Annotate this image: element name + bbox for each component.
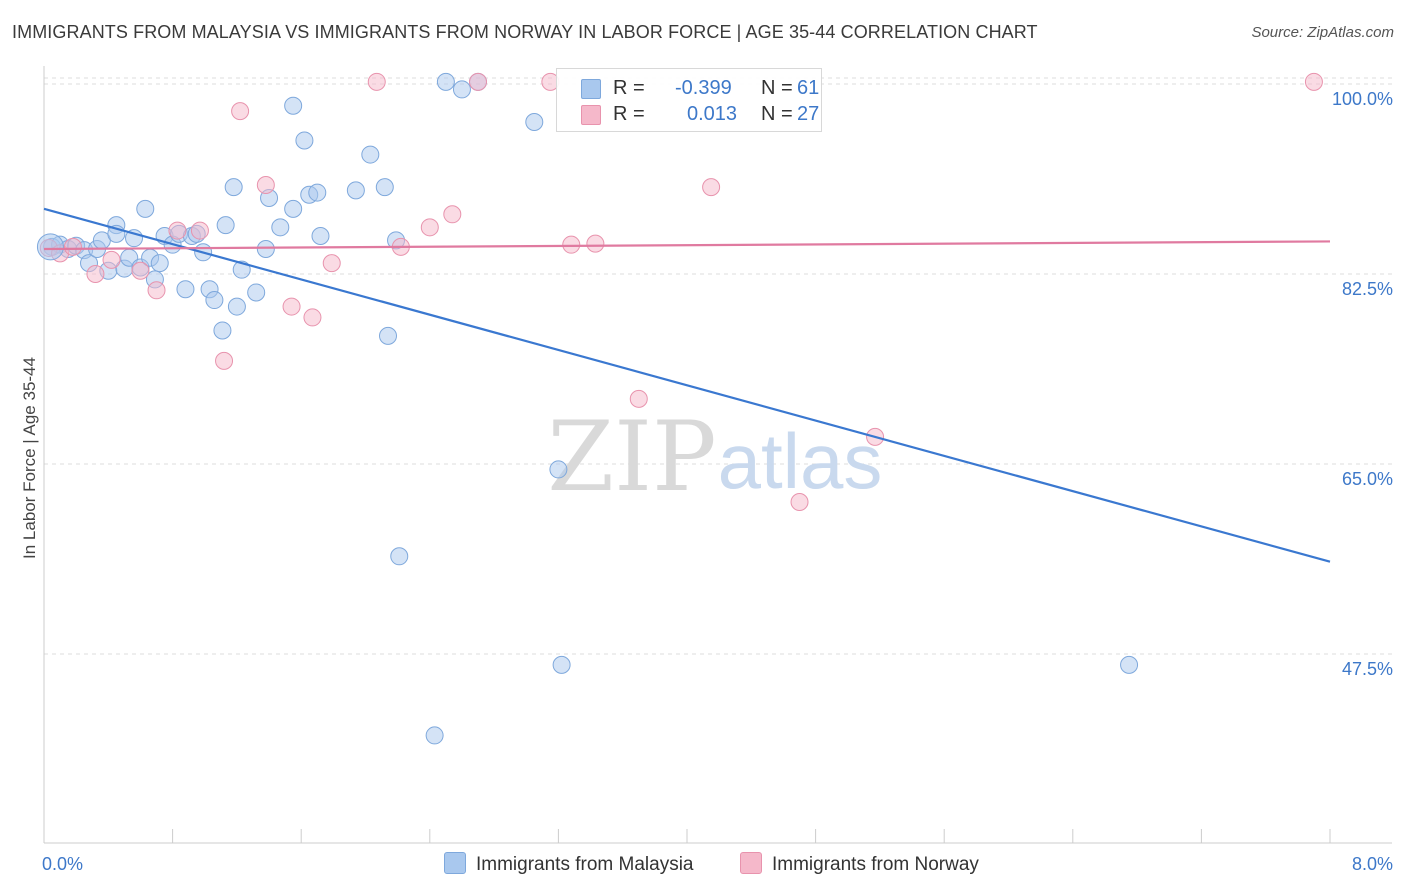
point-norway [562,235,581,254]
point-malaysia [361,145,380,164]
point-norway [168,221,187,240]
point-malaysia [176,280,195,299]
point-norway [303,308,322,327]
point-norway [63,237,82,256]
bottom-legend-swatch-malaysia [444,852,466,874]
point-norway [131,261,150,280]
y-tick-label: 47.5% [1342,659,1393,679]
point-malaysia [308,183,327,202]
point-malaysia [227,297,246,316]
point-malaysia [525,113,544,131]
chart-title: IMMIGRANTS FROM MALAYSIA VS IMMIGRANTS F… [12,22,1038,42]
point-malaysia [295,131,314,150]
point-malaysia [425,726,444,745]
bottom-legend-label-norway: Immigrants from Norway [772,854,979,875]
legend-n-value: 27 [797,103,820,125]
point-norway [420,218,439,237]
x-tick-label: 0.0% [42,854,83,874]
data-points [36,72,1323,745]
point-malaysia [213,321,232,340]
point-norway [586,234,605,253]
legend-swatch-malaysia [581,79,601,99]
point-norway [443,205,462,224]
point-norway [147,281,166,300]
legend-n-value: 61 [797,77,820,99]
legend-r-label: R = [613,77,645,99]
point-norway [256,175,275,194]
point-norway [367,72,386,91]
point-norway [1304,72,1323,91]
point-norway [469,72,488,91]
watermark: ZIP atlas [547,401,882,513]
bottom-legend-swatch-norway [740,852,762,874]
point-malaysia [379,326,398,345]
stats-legend: R = -0.399 N = 61 R = 0.013 N = 27 [556,68,822,132]
legend-n-label: N = [761,77,793,99]
point-malaysia [284,96,303,115]
point-norway [790,493,809,511]
point-malaysia [1120,655,1139,674]
point-malaysia [284,199,303,218]
trend-lines [43,207,1331,563]
point-malaysia [311,227,330,245]
point-malaysia [375,178,394,197]
point-malaysia [390,547,409,566]
bottom-legend-label-malaysia: Immigrants from Malaysia [476,854,694,875]
x-tick-label: 8.0% [1352,854,1393,874]
point-norway [190,221,209,240]
point-norway [86,265,105,283]
axes [43,66,1392,844]
point-malaysia [136,199,155,218]
point-malaysia [271,218,290,237]
point-malaysia [216,216,235,235]
legend-r-value: -0.399 [675,77,732,99]
point-norway [215,351,234,370]
bottom-legend-malaysia: Immigrants from Malaysia [444,852,694,876]
legend-r-label: R = [613,103,645,125]
legend-swatch-norway [581,105,601,125]
y-tick-label: 100.0% [1332,89,1393,109]
trend-line-norway [43,240,1331,251]
point-malaysia [150,254,169,273]
point-malaysia [205,291,224,310]
point-malaysia [346,181,365,200]
trend-line-malaysia [43,207,1331,563]
y-axis-title: In Labor Force | Age 35-44 [20,357,39,559]
y-tick-labels: 100.0% 82.5% 65.0% 47.5% [1332,89,1393,679]
point-norway [629,389,648,408]
legend-r-value: 0.013 [687,103,738,125]
y-tick-label: 65.0% [1342,469,1393,489]
bottom-legend-norway: Immigrants from Norway [740,852,979,876]
x-tick-labels: 0.0% 8.0% [42,854,1393,874]
watermark-atlas: atlas [718,417,883,505]
point-malaysia [224,178,243,197]
point-malaysia [436,72,455,91]
point-norway [282,297,301,316]
point-norway [102,250,121,269]
point-norway [702,178,721,197]
chart-source: Source: ZipAtlas.com [1251,24,1394,41]
point-norway [322,254,341,273]
point-norway [231,102,250,121]
point-malaysia [256,240,275,259]
gridlines [44,77,1392,655]
y-tick-label: 82.5% [1342,279,1393,299]
watermark-zip: ZIP [547,401,716,513]
point-malaysia [552,655,571,674]
legend-n-label: N = [761,103,793,125]
point-malaysia [452,80,471,99]
point-malaysia [247,283,266,302]
point-malaysia-cluster [36,233,64,261]
point-malaysia [549,460,568,479]
